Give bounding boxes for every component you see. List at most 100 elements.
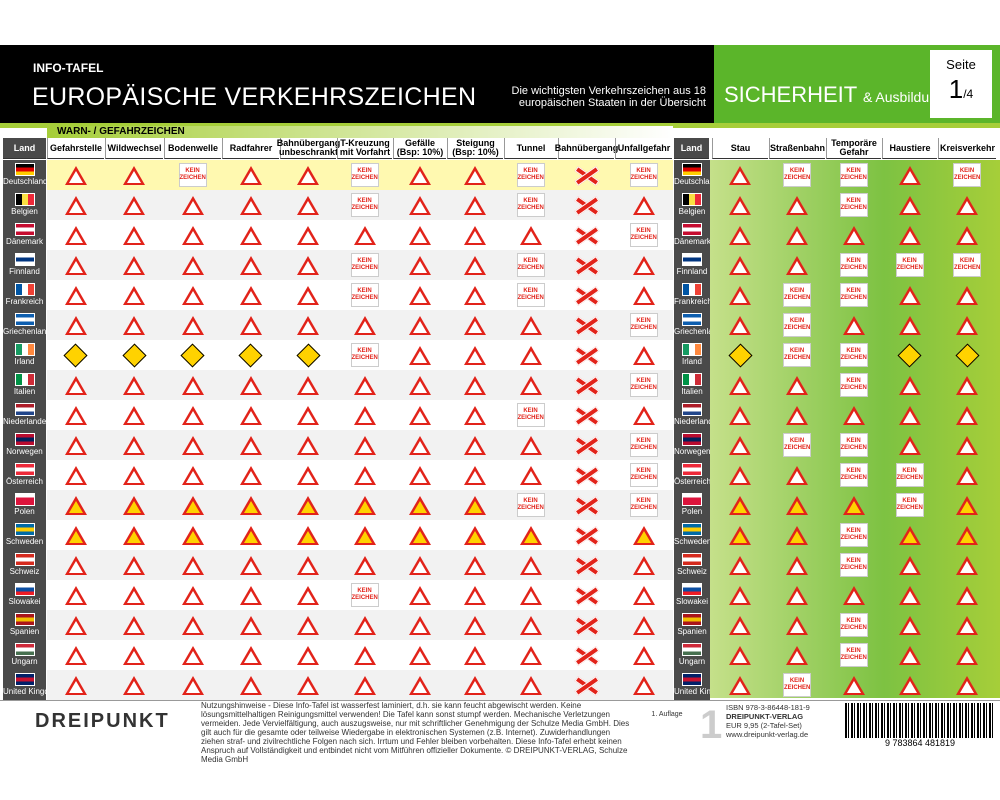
sign-cell-2 — [769, 460, 825, 490]
warning-triangle-icon — [408, 465, 431, 485]
warning-triangle-icon — [464, 435, 486, 455]
kein-zeichen-label: KEIN ZEICHEN — [629, 463, 658, 487]
page-title: EUROPÄISCHE VERKEHRSZEICHEN — [32, 83, 477, 111]
sign-cell — [164, 670, 221, 700]
flag-dänemark — [682, 223, 702, 236]
sign-cell-2 — [712, 610, 768, 640]
warning-triangle-icon — [956, 585, 978, 605]
country-name: Schweiz — [9, 567, 40, 576]
warning-triangle-icon — [632, 675, 655, 695]
sign-cell — [47, 340, 104, 370]
warning-triangle-icon — [956, 555, 978, 575]
sign-cell — [504, 670, 557, 700]
sign-cell — [47, 610, 104, 640]
warning-triangle-icon — [297, 525, 319, 545]
column-header: Unfallgefahr — [615, 138, 672, 159]
warning-triangle-icon — [786, 585, 808, 605]
publisher-name: DREIPUNKT-VERLAG — [726, 712, 804, 721]
country-name: United Kingdom — [674, 687, 710, 696]
warning-triangle-icon — [64, 555, 87, 575]
warning-triangle-icon — [729, 315, 751, 335]
country-cell: Norwegen — [674, 430, 710, 460]
sign-cell-2 — [712, 490, 768, 520]
sign-cell — [222, 670, 279, 700]
warning-triangle-icon — [64, 255, 87, 275]
sign-cell — [337, 370, 392, 400]
warning-triangle-icon — [842, 585, 865, 605]
column-header: Tunnel — [504, 138, 557, 159]
country-name: Ungarn — [11, 657, 38, 666]
kein-zeichen-label: KEIN ZEICHEN — [350, 343, 379, 367]
seite-number: 1/4 — [936, 74, 986, 105]
sign-cell — [222, 430, 279, 460]
sign-cell — [558, 520, 614, 550]
column-header: Steigung (Bsp: 10%) — [447, 138, 503, 159]
sign-cell — [105, 220, 163, 250]
country-cell: Dänemark — [674, 220, 710, 250]
warning-triangle-icon — [181, 225, 204, 245]
sign-cell — [47, 580, 104, 610]
header-kicker: INFO-TAFEL — [33, 61, 104, 75]
sign-cell-2 — [938, 640, 996, 670]
warning-triangle-icon — [786, 405, 808, 425]
country-name: Polen — [681, 507, 703, 516]
warning-triangle-icon — [408, 525, 431, 545]
flag-frankreich — [682, 283, 702, 296]
edition-label: 1. Auflage — [651, 711, 683, 718]
sign-cell-2: KEIN ZEICHEN — [826, 640, 881, 670]
sign-cell-2 — [882, 310, 937, 340]
warning-triangle-icon — [239, 435, 262, 455]
seite-total: /4 — [963, 87, 974, 101]
warning-triangle-icon — [956, 615, 978, 635]
country-name: Slowakei — [8, 597, 41, 606]
sign-cell — [447, 640, 503, 670]
flag-norwegen — [14, 433, 35, 446]
sign-cell — [504, 520, 557, 550]
warning-triangle-icon — [408, 225, 431, 245]
warning-triangle-icon — [353, 405, 376, 425]
warning-triangle-icon — [297, 255, 319, 275]
warning-triangle-icon — [729, 585, 751, 605]
sign-cell-2: KEIN ZEICHEN — [769, 280, 825, 310]
warning-triangle-icon — [956, 405, 978, 425]
warning-triangle-icon — [464, 285, 486, 305]
warning-triangle-icon — [123, 615, 145, 635]
sign-cell-2 — [769, 640, 825, 670]
warning-triangle-icon — [729, 225, 751, 245]
country-name: Finnland — [676, 267, 708, 276]
sign-cell — [105, 250, 163, 280]
sign-cell — [393, 250, 446, 280]
sign-cell-2: KEIN ZEICHEN — [826, 520, 881, 550]
sign-cell — [447, 580, 503, 610]
sign-cell — [222, 160, 279, 190]
country-cell: Österreich — [674, 460, 710, 490]
warning-triangle-icon — [239, 285, 262, 305]
kein-zeichen-label: KEIN ZEICHEN — [178, 163, 207, 187]
sign-cell-2 — [712, 280, 768, 310]
sign-cell — [615, 280, 672, 310]
flag-united-kingdom — [14, 673, 35, 686]
warning-triangle-icon — [239, 675, 262, 695]
flag-slowakei — [14, 583, 35, 596]
country-name: Österreich — [674, 477, 710, 486]
warning-triangle-icon — [181, 285, 204, 305]
sign-cell-2 — [882, 670, 937, 700]
country-name: Dänemark — [674, 237, 710, 246]
country-name: Niederlande — [674, 417, 710, 426]
sign-cell-2 — [826, 490, 881, 520]
warning-triangle-icon — [464, 495, 486, 515]
warning-triangle-icon — [181, 465, 204, 485]
land-header-1: Land — [3, 138, 46, 159]
country-name: Italien — [681, 387, 703, 396]
sign-cell — [615, 610, 672, 640]
sign-cell — [280, 490, 336, 520]
warning-triangle-icon — [898, 525, 921, 545]
warning-triangle-icon — [519, 525, 542, 545]
railway-crossing-icon — [575, 226, 597, 244]
kein-zeichen-label: KEIN ZEICHEN — [629, 223, 658, 247]
warning-triangle-icon — [632, 195, 655, 215]
warning-triangle-icon — [632, 555, 655, 575]
sign-cell — [615, 640, 672, 670]
country-cell: Schweden — [674, 520, 710, 550]
warning-triangle-icon — [123, 315, 145, 335]
